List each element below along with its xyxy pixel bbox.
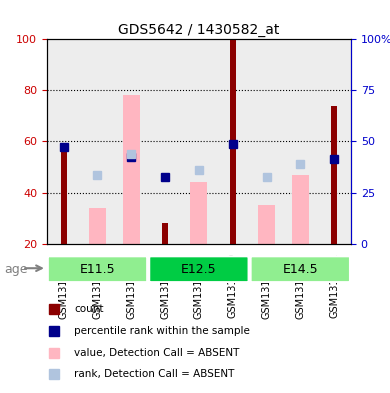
Bar [123, 95, 140, 244]
Bar [230, 39, 236, 244]
Bar [81, 39, 114, 244]
Text: value, Detection Call = ABSENT: value, Detection Call = ABSENT [74, 348, 239, 358]
Bar [89, 208, 106, 244]
Bar [61, 147, 67, 244]
Bar [284, 39, 317, 244]
Text: E12.5: E12.5 [181, 263, 217, 276]
Bar [250, 39, 284, 244]
Bar [47, 39, 81, 244]
Bar [216, 39, 250, 244]
Bar [148, 39, 182, 244]
Bar [182, 39, 216, 244]
Bar [317, 39, 351, 244]
Bar [258, 205, 275, 244]
Text: rank, Detection Call = ABSENT: rank, Detection Call = ABSENT [74, 369, 235, 379]
Text: age: age [4, 263, 27, 276]
Bar [162, 223, 168, 244]
Text: E11.5: E11.5 [80, 263, 115, 276]
Bar [190, 182, 207, 244]
FancyBboxPatch shape [251, 256, 350, 282]
FancyBboxPatch shape [149, 256, 248, 282]
Text: count: count [74, 305, 104, 314]
Text: percentile rank within the sample: percentile rank within the sample [74, 326, 250, 336]
FancyBboxPatch shape [48, 256, 147, 282]
Bar [331, 106, 337, 244]
Title: GDS5642 / 1430582_at: GDS5642 / 1430582_at [118, 23, 280, 37]
Bar [114, 39, 148, 244]
Bar [292, 174, 309, 244]
Text: E14.5: E14.5 [282, 263, 318, 276]
